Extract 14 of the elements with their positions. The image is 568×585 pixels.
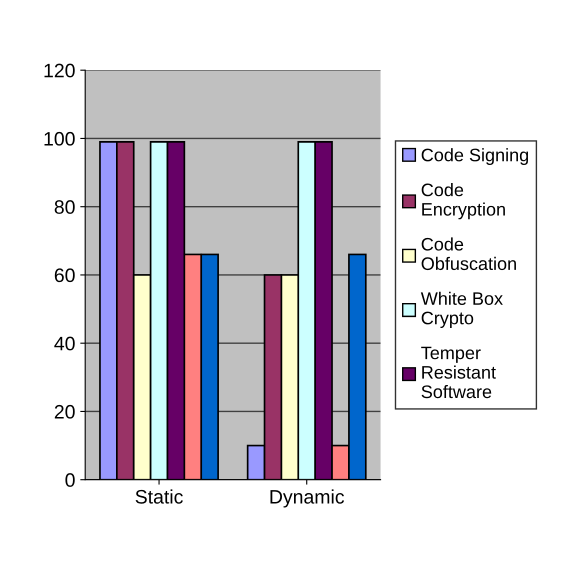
legend-label: Code Signing: [422, 148, 528, 165]
y-tick-label: 0: [65, 473, 75, 487]
legend-label: White Box Crypto: [420, 292, 503, 328]
legend-label: Temper Resistant Software: [421, 346, 496, 398]
y-tick-label: 100: [44, 132, 75, 146]
y-tick-label: 40: [54, 336, 75, 350]
y-tick-label: 80: [54, 200, 75, 214]
x-tick-label: Static: [136, 489, 183, 504]
y-tick-label: 60: [54, 268, 75, 282]
x-tick-label: Dynamic: [270, 489, 344, 508]
legend-label: Code Obfuscation: [422, 237, 516, 270]
legend-label: Code Encryption: [422, 183, 505, 220]
y-tick-label: 20: [54, 404, 75, 419]
y-tick-label: 120: [44, 64, 75, 78]
